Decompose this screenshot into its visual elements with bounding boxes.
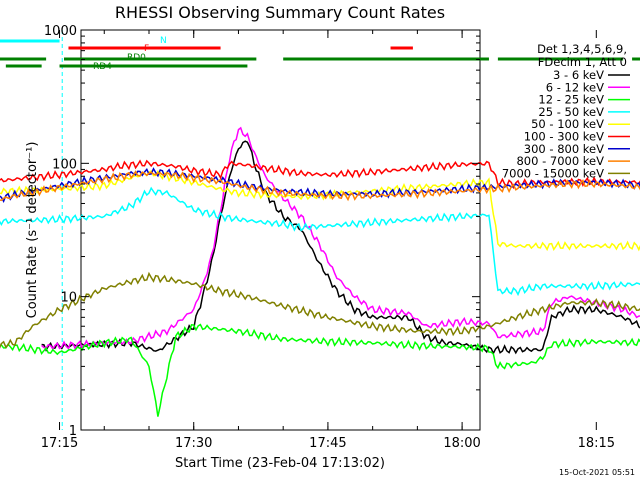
- legend-header-line-2: FDecim 1, Att 0: [538, 55, 627, 69]
- series-line-0: [41, 140, 640, 356]
- y-axis-label: Count Rate (s⁻¹ detector⁻¹): [25, 142, 40, 319]
- legend-label-6: 300 - 800 keV: [524, 142, 604, 156]
- series-line-8: [0, 271, 640, 349]
- legend-label-1: 6 - 12 keV: [546, 80, 604, 94]
- legend-label-0: 3 - 6 keV: [553, 68, 604, 82]
- y-tick-label: 1000: [44, 24, 77, 39]
- series-line-3: [0, 186, 640, 297]
- x-tick-label: 17:15: [41, 436, 78, 451]
- y-tick-label: 10: [60, 291, 77, 306]
- status-label-n: N: [160, 36, 167, 46]
- legend-label-2: 12 - 25 keV: [538, 93, 604, 107]
- x-axis-label: Start Time (23-Feb-04 17:13:02): [175, 456, 385, 471]
- timestamp: 15-Oct-2021 05:51: [559, 468, 635, 477]
- status-label-f: F: [144, 44, 149, 54]
- legend-label-7: 800 - 7000 keV: [516, 154, 604, 168]
- status-label-rd0: RD0: [127, 53, 146, 63]
- legend-header-line-1: Det 1,3,4,5,6,9,: [537, 42, 627, 56]
- y-axis: 1 10 100 1000: [44, 24, 480, 439]
- x-tick-label: 17:30: [175, 436, 212, 451]
- x-tick-label: 17:45: [309, 436, 346, 451]
- series-line-7: [0, 170, 640, 202]
- x-tick-label: 18:15: [578, 436, 615, 451]
- vertical-markers: [61, 30, 63, 430]
- series-group: [0, 126, 640, 417]
- legend-label-3: 25 - 50 keV: [538, 105, 604, 119]
- legend-label-8: 7000 - 15000 keV: [502, 166, 604, 180]
- y-tick-label: 1: [69, 424, 77, 439]
- series-line-1: [41, 126, 640, 351]
- series-line-2: [0, 323, 640, 417]
- series-line-6: [0, 167, 640, 204]
- status-label-rd4: RD4: [93, 62, 112, 72]
- series-line-5: [0, 159, 640, 190]
- plot-frame: [80, 29, 481, 431]
- legend-label-5: 100 - 300 keV: [524, 130, 604, 144]
- y-tick-label: 100: [52, 157, 77, 172]
- x-tick-label: 18:00: [443, 436, 480, 451]
- chart-title: RHESSI Observing Summary Count Rates: [115, 3, 445, 22]
- legend-label-4: 50 - 100 keV: [531, 117, 604, 131]
